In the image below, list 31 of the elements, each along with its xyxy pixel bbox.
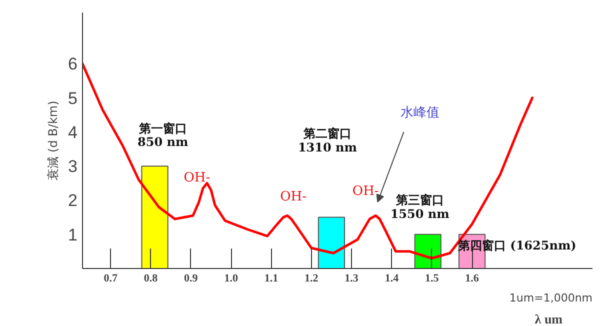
x-tick-label: 1.2 xyxy=(304,272,319,284)
annotation: 第一窗口 xyxy=(138,122,187,136)
annotation: 第三窗口 xyxy=(394,193,444,208)
x-tick-label: 1.3 xyxy=(344,272,359,284)
annotation: OH- xyxy=(352,184,379,200)
x-tick-label: 0.8 xyxy=(144,272,158,284)
bar xyxy=(141,166,168,268)
y-tick-label: 4 xyxy=(68,122,78,142)
text: 1um=1,000nm xyxy=(509,292,593,304)
bar xyxy=(318,216,346,268)
x-axis-title: λ um xyxy=(534,312,563,326)
x-tick-label: 1.0 xyxy=(224,272,238,284)
annotation: 1310 nm xyxy=(298,140,358,154)
x-tick-label: 1.1 xyxy=(264,272,278,284)
y-tick-label: 1 xyxy=(68,225,78,244)
annotation: 1550 nm xyxy=(390,206,450,221)
annotation: 第二窗口 xyxy=(302,126,352,141)
annotation: 水峰值 xyxy=(400,106,440,121)
x-tick-label: 0.7 xyxy=(104,272,118,284)
annotation: OH- xyxy=(184,170,210,186)
y-axis-title: 衰減 (d B/km) xyxy=(46,100,60,180)
y-tick-label: 5 xyxy=(68,88,78,108)
x-tick-label: 0.9 xyxy=(184,272,198,284)
x-tick-label: 1.5 xyxy=(424,272,440,284)
x-tick-label: 1.6 xyxy=(465,272,480,284)
y-tick-label: 3 xyxy=(68,157,78,176)
y-tick-label: 6 xyxy=(68,54,78,74)
x-tick-label: 1.4 xyxy=(384,272,400,284)
y-tick-label: 2 xyxy=(68,191,78,210)
annotation: OH- xyxy=(280,189,307,204)
annotation: 850 nm xyxy=(137,135,188,150)
